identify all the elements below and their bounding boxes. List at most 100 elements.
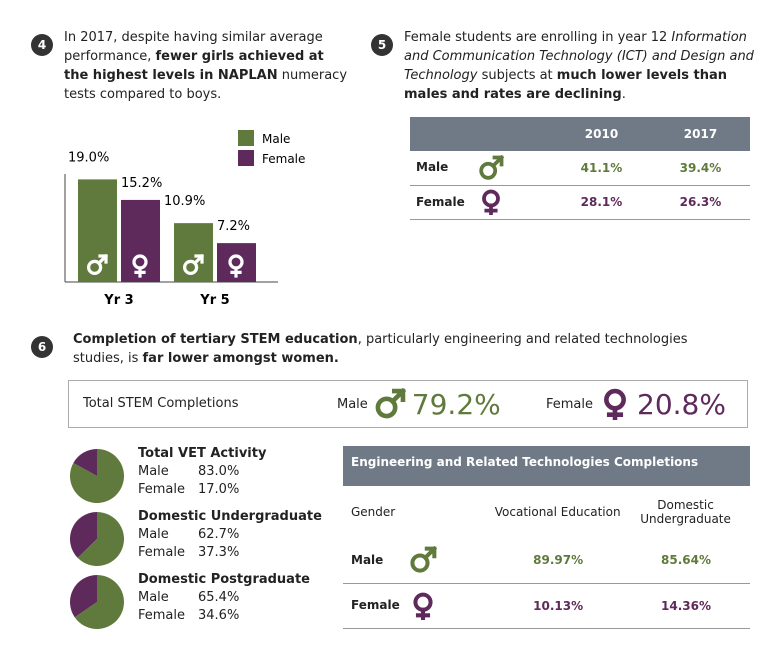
pie-slice [70, 512, 97, 558]
pie-legend: Total VET Activity Male 83.0% Female 17.0% [138, 445, 266, 499]
cell: 41.1% [552, 151, 651, 186]
text-run: Female students are enrolling in year 12 [404, 30, 672, 45]
pie-value-label: 34.6% [198, 608, 240, 623]
symbol-ring [479, 161, 498, 180]
pie-legend-row: Female 37.3% [138, 544, 322, 562]
pie-slice [74, 575, 125, 629]
male-symbol [410, 546, 438, 573]
female-symbol [132, 254, 148, 278]
cell: 28.1% [552, 185, 651, 220]
banner-label: Total STEM Completions [83, 396, 239, 411]
symbol-cross [484, 203, 498, 217]
cell: 26.3% [651, 185, 750, 220]
value-label: 19.0% [68, 150, 109, 165]
data-table-block: Engineering and Related Technologies Com… [343, 446, 750, 629]
text-run: subjects at [477, 68, 557, 83]
header-cell [410, 117, 552, 151]
header-cell: Vocational Education [494, 505, 621, 519]
pie-legend-row: Female 17.0% [138, 481, 266, 499]
pie-slice [73, 449, 97, 476]
x-tick-label: Yr 3 [103, 293, 133, 308]
value-label: 15.2% [121, 176, 162, 191]
header-row: 2010 2017 [410, 117, 750, 151]
row-label-cell: Female [410, 185, 552, 220]
pie-value-label: 62.7% [198, 527, 240, 542]
banner: Total STEM Completions Male 79.2% Female 20.… [68, 380, 748, 428]
icon [410, 546, 438, 573]
symbol-ring [413, 592, 433, 612]
icon [482, 189, 500, 217]
pie-category: Male [138, 527, 169, 542]
symbol-arrow [389, 388, 406, 405]
row-label-cell: Female [343, 583, 495, 629]
header-row: Gender Vocational Education Domestic Under… [343, 486, 750, 538]
legend-swatch [238, 150, 254, 166]
icon [375, 388, 406, 419]
row-label: Female [416, 194, 465, 209]
symbol-ring [183, 259, 199, 275]
pie-value-label: 83.0% [198, 464, 240, 479]
female-symbol [604, 388, 626, 420]
banner-group: Male 79.2% [337, 385, 501, 423]
pie-title: Total VET Activity [138, 446, 267, 461]
symbol-ring [482, 189, 500, 208]
header-cell: 2010 [552, 117, 651, 151]
female-symbol [228, 254, 244, 278]
cell: 10.13% [494, 583, 623, 629]
pie-legend: Domestic Undergraduate Male 62.7% Female 37.… [138, 508, 322, 562]
symbol-cross [606, 406, 624, 420]
cell: 85.64% [622, 538, 750, 584]
pie-slice [70, 575, 97, 618]
male-symbol [86, 253, 109, 275]
row-label: Female [351, 598, 400, 612]
pie-value-label: 37.3% [198, 545, 240, 560]
symbol-arrow [422, 546, 438, 561]
bar-chart: Male Female 19.0% 15.2% Yr 3 10.9% 7.2% Yr 5 [64, 130, 305, 308]
legend-label: Male [262, 132, 290, 146]
symbol-ring [410, 553, 430, 573]
data-table: 2010 2017 Male 41.1% 39.4% Female 28.1% 26.3% [410, 117, 750, 220]
legend-swatch [238, 130, 254, 146]
text-run: much lower levels than males and rates a… [404, 68, 728, 102]
male-symbol [479, 154, 505, 180]
pie-slice [77, 512, 124, 566]
pie-category: Male [138, 590, 169, 605]
pie-value-label: 65.4% [198, 590, 240, 605]
row-label-cell: Male [410, 151, 552, 186]
pie-title: Domestic Undergraduate [138, 509, 322, 524]
pie-category: Female [138, 608, 186, 623]
pie [70, 575, 125, 629]
pie-value-label: 17.0% [198, 482, 240, 497]
text-run: , particularly engineering and related t… [73, 332, 688, 366]
section-text: In 2017, despite having similar average … [64, 28, 349, 104]
symbol-cross [415, 607, 431, 622]
symbol-cross [134, 266, 146, 278]
icon [604, 388, 626, 420]
symbol-arrow [96, 253, 109, 266]
pie [70, 449, 124, 503]
pie-category: Male [138, 464, 169, 479]
row-label: Male [416, 160, 449, 175]
text-run: fewer girls achieved at the highest leve… [64, 49, 324, 83]
pie-legend: Domestic Postgraduate Male 65.4% Female 34.6… [138, 571, 310, 625]
male-symbol [183, 253, 205, 275]
icon [413, 592, 433, 622]
legend-label: Female [262, 152, 305, 166]
section-number: 5 [371, 34, 393, 56]
cell: 89.97% [494, 538, 623, 584]
symbol-ring [604, 388, 626, 411]
table-row: Male 89.97% 85.64% [343, 538, 750, 584]
symbol-arrow [490, 154, 505, 169]
pie-slice [70, 449, 124, 503]
pie-list: Total VET Activity Male 83.0% Female 17.0% Do… [66, 445, 326, 635]
row-label: Male [351, 552, 384, 567]
text-run: . [621, 87, 626, 102]
female-symbol [482, 189, 500, 217]
pie-category: Female [138, 545, 186, 560]
banner-group-label: Female [546, 396, 594, 412]
icon [479, 154, 505, 180]
banner-value: 20.8% [637, 387, 726, 421]
table-title: Engineering and Related Technologies Com… [343, 446, 750, 486]
banner-value: 79.2% [411, 387, 501, 421]
